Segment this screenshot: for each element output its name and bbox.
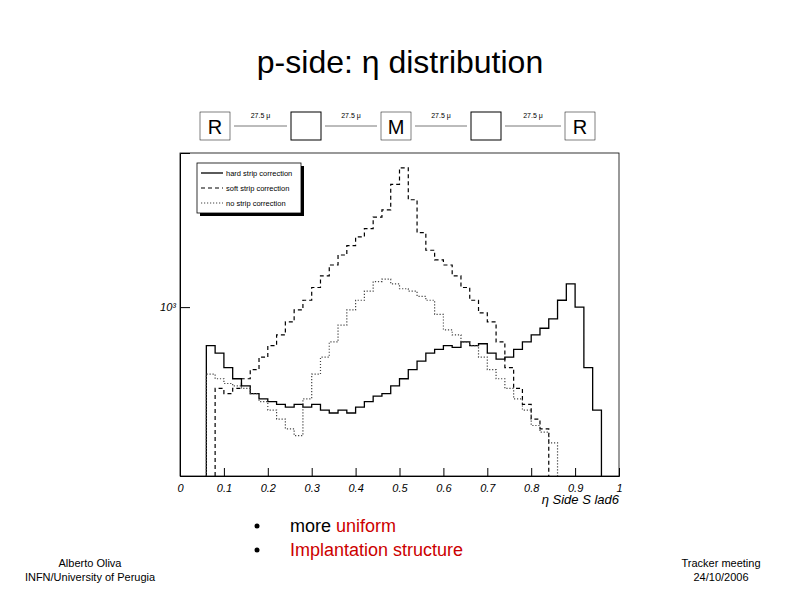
x-tick: 0.5 (392, 468, 408, 494)
slide: p-side: η distribution R 27.5 μ 27.5 μ M 27.5… (0, 0, 794, 595)
x-tick-label: 0.6 (436, 482, 452, 494)
legend-swatch (201, 202, 223, 203)
pitch-line (234, 126, 287, 127)
pitch-label: 27.5 μ (523, 112, 543, 120)
x-tick-mark (443, 468, 444, 476)
x-axis: 0 0.1 0.2 0.3 0.4 0.5 0.6 0.7 0.8 0.9 1 (177, 468, 622, 494)
x-axis-line (181, 468, 620, 477)
highlight-text: uniform (331, 516, 396, 536)
pitch-line (505, 126, 561, 127)
pitch-line (325, 126, 377, 127)
x-tick-label: 0.3 (305, 482, 321, 494)
x-tick-mark (400, 468, 401, 476)
x-tick-mark (268, 468, 269, 476)
legend-label: no strip correction (226, 199, 286, 208)
x-tick-mark (575, 468, 576, 476)
event: Tracker meeting (681, 557, 760, 569)
strip-label: M (388, 116, 405, 138)
legend-swatch (201, 187, 223, 188)
bullet-text: more uniform (290, 516, 396, 536)
y-axis: 10³ (160, 154, 190, 477)
histogram-line (206, 279, 557, 476)
x-tick-label: 0.2 (261, 482, 276, 494)
legend-label: soft strip correction (226, 184, 289, 193)
x-tick-mark (312, 468, 313, 476)
legend-label: hard strip correction (226, 169, 292, 178)
strip-box (381, 112, 411, 140)
bullet-dot (255, 548, 260, 553)
strip-label: R (208, 116, 222, 138)
plot-background (180, 153, 619, 476)
x-tick: 0.3 (305, 468, 321, 494)
x-tick: 0.1 (217, 468, 232, 494)
x-tick-mark (224, 468, 225, 476)
x-tick-label: 0 (177, 482, 184, 494)
strip-box (471, 112, 501, 140)
author: Alberto Oliva (59, 557, 123, 569)
x-tick: 0.4 (348, 468, 363, 494)
plot-frame (180, 153, 619, 476)
title: p-side: η distribution (257, 44, 543, 80)
x-tick-mark (487, 468, 488, 476)
pitch-label: 27.5 μ (341, 112, 361, 120)
x-tick-label: 0.5 (392, 482, 408, 494)
author: INFN/University of Perugia (25, 571, 156, 583)
strip-box (565, 112, 595, 140)
x-tick: 0.7 (480, 468, 496, 494)
strip-label: R (573, 116, 587, 138)
x-tick-label: 0.8 (524, 482, 540, 494)
x-tick: 0.6 (436, 468, 452, 494)
x-tick: 1 (616, 468, 622, 494)
x-tick-mark (356, 468, 357, 476)
x-tick: 0.8 (524, 468, 540, 494)
bullet-dot (255, 524, 260, 529)
y-tick-label: 10³ (160, 301, 176, 313)
x-tick-label: 0.4 (348, 482, 363, 494)
histogram-line (206, 284, 601, 476)
strip-box (291, 112, 321, 140)
pitch-label: 27.5 μ (251, 112, 271, 120)
legend-swatch (201, 172, 223, 173)
y-tick: 10³ (160, 301, 190, 313)
y-axis-line (181, 154, 191, 477)
event: 24/10/2006 (693, 571, 748, 583)
strip-box (200, 112, 230, 140)
pitch-line (415, 126, 467, 127)
x-tick: 0.9 (568, 468, 583, 494)
x-tick-mark (531, 468, 532, 476)
plain-text: more (290, 516, 331, 536)
x-axis-title: η Side S lad6 (542, 492, 620, 507)
strip-diagram: R 27.5 μ 27.5 μ M 27.5 μ 27.5 μ R (200, 112, 595, 140)
pitch-label: 27.5 μ (431, 112, 451, 120)
y-tick-mark (180, 307, 190, 308)
highlight-text: Implantation structure (290, 540, 463, 560)
legend: hard strip correction soft strip correcti… (197, 163, 304, 216)
x-tick: 0.2 (261, 468, 276, 494)
x-tick-mark (619, 468, 620, 476)
bullet-text: Implantation structure (290, 540, 463, 560)
legend-box (197, 163, 301, 213)
x-tick-label: 0.1 (217, 482, 232, 494)
x-tick-label: 0.7 (480, 482, 496, 494)
